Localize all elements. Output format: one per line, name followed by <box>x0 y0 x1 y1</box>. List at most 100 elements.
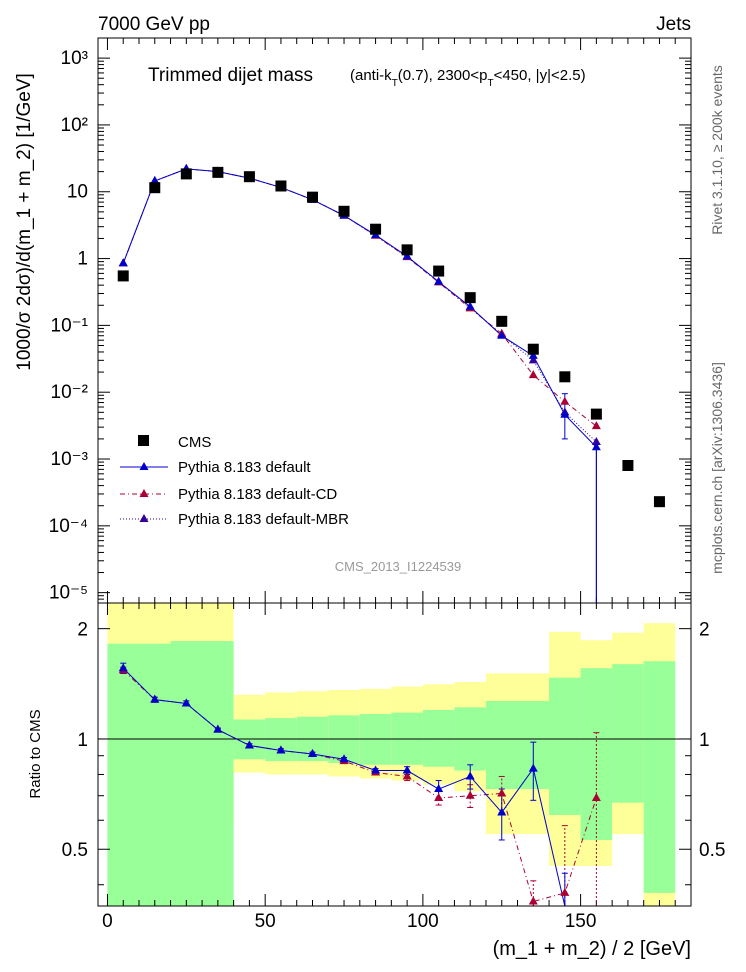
legend: CMS Pythia 8.183 default Pythia 8.183 de… <box>120 434 349 528</box>
ratio-point-default-cd <box>528 896 538 905</box>
ratio-point-default-cd <box>497 788 507 797</box>
ratio-point-default <box>402 765 412 774</box>
main-ytick-label: 10⁻¹ <box>51 315 89 336</box>
ratio-point-default <box>497 807 507 816</box>
ratio-point-default-cd <box>434 792 444 801</box>
ratio-point-default <box>434 784 444 793</box>
ratio-band-green <box>549 677 581 816</box>
ratio-ytick-label-right: 1 <box>699 730 710 751</box>
header-beam-label: 7000 GeV pp <box>98 14 210 35</box>
ratio-point-default <box>276 745 286 754</box>
ratio-point-default <box>339 754 349 763</box>
ratio-band-green <box>580 668 613 840</box>
ratio-point-default <box>118 663 128 672</box>
legend-marker-default <box>139 462 149 470</box>
ratio-point-default <box>528 763 538 772</box>
main-ytick-label: 10² <box>61 115 88 136</box>
ratio-band-green <box>170 641 234 906</box>
ratio-point-default-cd <box>402 771 412 780</box>
main-point-cms <box>306 191 318 203</box>
main-point-default <box>528 350 538 359</box>
main-point-cms <box>338 205 350 217</box>
main-ytick-label: 10⁻² <box>51 382 89 403</box>
main-point-default <box>118 258 128 267</box>
ratio-frame <box>97 602 692 907</box>
main-point-cms <box>275 180 287 192</box>
main-point-default <box>434 276 444 285</box>
main-panel: Trimmed dijet mass (anti-kT(0.7), 2300<p… <box>49 37 692 604</box>
ratio-point-default <box>307 748 317 757</box>
ratio-point-default-cd <box>591 792 601 801</box>
main-point-default-cd <box>591 421 601 430</box>
main-point-cms <box>212 166 224 178</box>
legend-label-default-mbr: Pythia 8.183 default-MBR <box>178 511 349 528</box>
main-ytick-label: 10⁻⁴ <box>49 516 88 537</box>
main-point-default <box>560 409 570 418</box>
plot-title: Trimmed dijet mass <box>148 65 313 86</box>
ratio-ytick-label-left: 0.5 <box>62 840 88 861</box>
x-tick-label: 50 <box>255 911 276 932</box>
x-tick-label: 150 <box>565 911 597 932</box>
main-point-cms <box>370 223 382 235</box>
main-ytick-label: 10³ <box>61 48 88 69</box>
main-point-default <box>591 442 601 451</box>
legend-label-cms: CMS <box>178 434 211 451</box>
main-point-cms <box>433 265 445 277</box>
main-point-default <box>465 301 475 310</box>
main-point-cms <box>590 408 602 420</box>
ratio-point-default <box>465 771 475 780</box>
main-point-default-mbr <box>591 436 601 445</box>
legend-marker-cms <box>138 435 149 446</box>
legend-marker-default-mbr <box>139 514 149 522</box>
ratio-point-default <box>150 694 160 703</box>
main-point-default-cd <box>528 370 538 379</box>
mcplots-label: mcplots.cern.ch [arXiv:1306.3436] <box>709 362 725 574</box>
rivet-version-label: Rivet 3.1.10, ≥ 200k events <box>709 65 725 235</box>
main-ytick-label: 10⁻³ <box>51 449 89 470</box>
main-y-axis-label: 1000/σ 2dσ)/d(m_1 + m_2) [1/GeV] <box>14 73 35 371</box>
ratio-band-green <box>422 709 455 767</box>
main-point-cms <box>496 315 508 327</box>
main-line-default-cd <box>122 168 597 427</box>
legend-label-default-cd: Pythia 8.183 default-CD <box>178 486 337 503</box>
main-point-cms <box>149 182 161 194</box>
legend-marker-default-cd <box>139 489 149 497</box>
ratio-band-green <box>485 700 550 790</box>
ratio-ytick-label-right: 2 <box>699 620 710 641</box>
ratio-point-default-cd <box>465 790 475 799</box>
main-line-default <box>122 168 597 448</box>
ratio-panel: 0.5 0.5 1 1 2 2 0 50 100 150 <box>62 602 725 932</box>
main-line-default-mbr <box>122 168 597 443</box>
main-ytick-label: 10⁻⁵ <box>49 583 88 604</box>
ratio-ytick-label-left: 1 <box>77 730 88 751</box>
ratio-band-green <box>265 718 297 762</box>
ratio-point-default <box>244 740 254 749</box>
ratio-point-default <box>213 724 223 733</box>
ratio-ytick-label-right: 0.5 <box>699 840 725 861</box>
ratio-line-default-cd <box>122 669 597 903</box>
main-point-cms <box>117 270 129 282</box>
main-point-cms <box>180 168 192 180</box>
x-tick-label: 100 <box>407 911 439 932</box>
main-point-cms <box>464 292 476 304</box>
main-point-default-cd <box>560 396 570 405</box>
main-ytick-label: 1 <box>77 249 88 270</box>
ratio-y-axis-label: Ratio to CMS <box>27 709 44 798</box>
main-point-cms <box>243 171 255 183</box>
main-point-cms <box>622 459 634 471</box>
main-point-cms <box>559 371 571 383</box>
plot-title-detail: (anti-kT(0.7), 2300<pT<450, |y|<2.5) <box>350 67 586 89</box>
ratio-band-green <box>107 643 171 906</box>
ratio-point-default <box>181 698 191 707</box>
x-axis-label: (m_1 + m_2) / 2 [GeV] <box>493 938 691 960</box>
ratio-point-default-cd <box>560 887 570 896</box>
main-point-cms <box>401 244 413 256</box>
main-point-default-mbr <box>528 355 538 364</box>
ratio-band-green <box>643 661 676 893</box>
main-point-default <box>150 175 160 184</box>
legend-label-default: Pythia 8.183 default <box>178 459 311 476</box>
ratio-band-green <box>612 664 644 803</box>
main-point-cms <box>653 496 665 508</box>
analysis-watermark: CMS_2013_I1224539 <box>335 559 462 574</box>
